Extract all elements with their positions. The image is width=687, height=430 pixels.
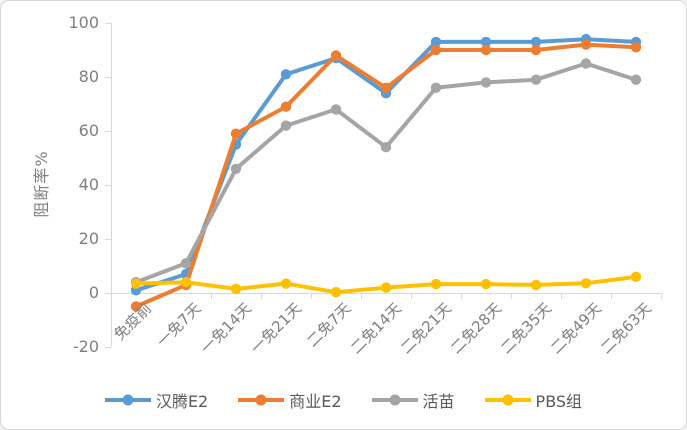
series-1	[130, 39, 642, 312]
legend-label: PBS组	[535, 392, 583, 411]
data-point-marker	[280, 120, 292, 131]
legend-label: 汉腾E2	[155, 392, 209, 411]
data-point-marker	[530, 44, 542, 56]
data-point-marker	[480, 36, 492, 48]
data-point-marker	[430, 44, 442, 56]
data-point-marker	[430, 82, 442, 94]
data-point-marker	[280, 278, 292, 289]
legend-line-marker-icon	[484, 394, 531, 406]
y-axis-title: 阻断率%	[32, 150, 51, 218]
data-point-marker	[430, 278, 442, 290]
series-line	[134, 37, 638, 293]
data-point-marker	[330, 104, 342, 115]
data-point-marker	[480, 77, 492, 88]
axes	[105, 23, 662, 348]
series-3	[130, 271, 642, 298]
data-point-marker	[230, 283, 242, 295]
data-point-marker	[580, 278, 592, 289]
data-point-marker	[230, 163, 242, 174]
legend: 汉腾E2 商业E2 活苗 PBS组	[1, 388, 686, 412]
data-point-marker	[380, 282, 392, 293]
legend-line-marker-icon	[104, 394, 151, 406]
data-point-marker	[580, 39, 592, 50]
data-point-marker	[530, 279, 542, 291]
series-0	[130, 34, 642, 296]
y-tick-label: 100	[68, 13, 99, 32]
legend-label: 商业E2	[289, 392, 342, 411]
data-point-marker	[130, 278, 142, 289]
y-tick-label: 0	[88, 283, 99, 302]
data-point-marker	[230, 128, 242, 139]
legend-label: 活苗	[422, 392, 455, 411]
y-tick-label: 40	[78, 175, 99, 194]
data-point-marker	[580, 58, 592, 69]
data-point-marker	[480, 278, 492, 290]
data-point-marker	[380, 82, 392, 94]
y-tick-label: 80	[78, 67, 99, 86]
data-point-marker	[330, 286, 342, 298]
legend-item: 汉腾E2	[104, 388, 209, 412]
data-point-marker	[180, 277, 192, 288]
data-point-marker	[630, 271, 642, 282]
legend-line-marker-icon	[238, 394, 285, 406]
data-point-marker	[280, 101, 292, 112]
legend-item: 商业E2	[238, 388, 342, 412]
data-point-marker	[630, 42, 642, 53]
data-point-marker	[380, 142, 392, 153]
data-point-marker	[530, 36, 542, 48]
data-point-marker	[530, 74, 542, 85]
y-tick-label: 60	[78, 121, 99, 140]
y-tick-label: 20	[78, 229, 99, 248]
data-point-marker	[330, 50, 342, 61]
data-point-marker	[130, 301, 142, 312]
data-point-marker	[280, 69, 292, 80]
legend-item: 活苗	[371, 388, 455, 412]
y-tick-label: -20	[72, 337, 99, 356]
data-point-marker	[480, 44, 492, 56]
data-point-marker	[180, 258, 192, 269]
legend-line-marker-icon	[371, 394, 418, 406]
legend-item: PBS组	[484, 388, 583, 412]
series-2	[130, 58, 642, 288]
data-point-marker	[630, 74, 642, 85]
data-point-marker	[430, 36, 442, 48]
